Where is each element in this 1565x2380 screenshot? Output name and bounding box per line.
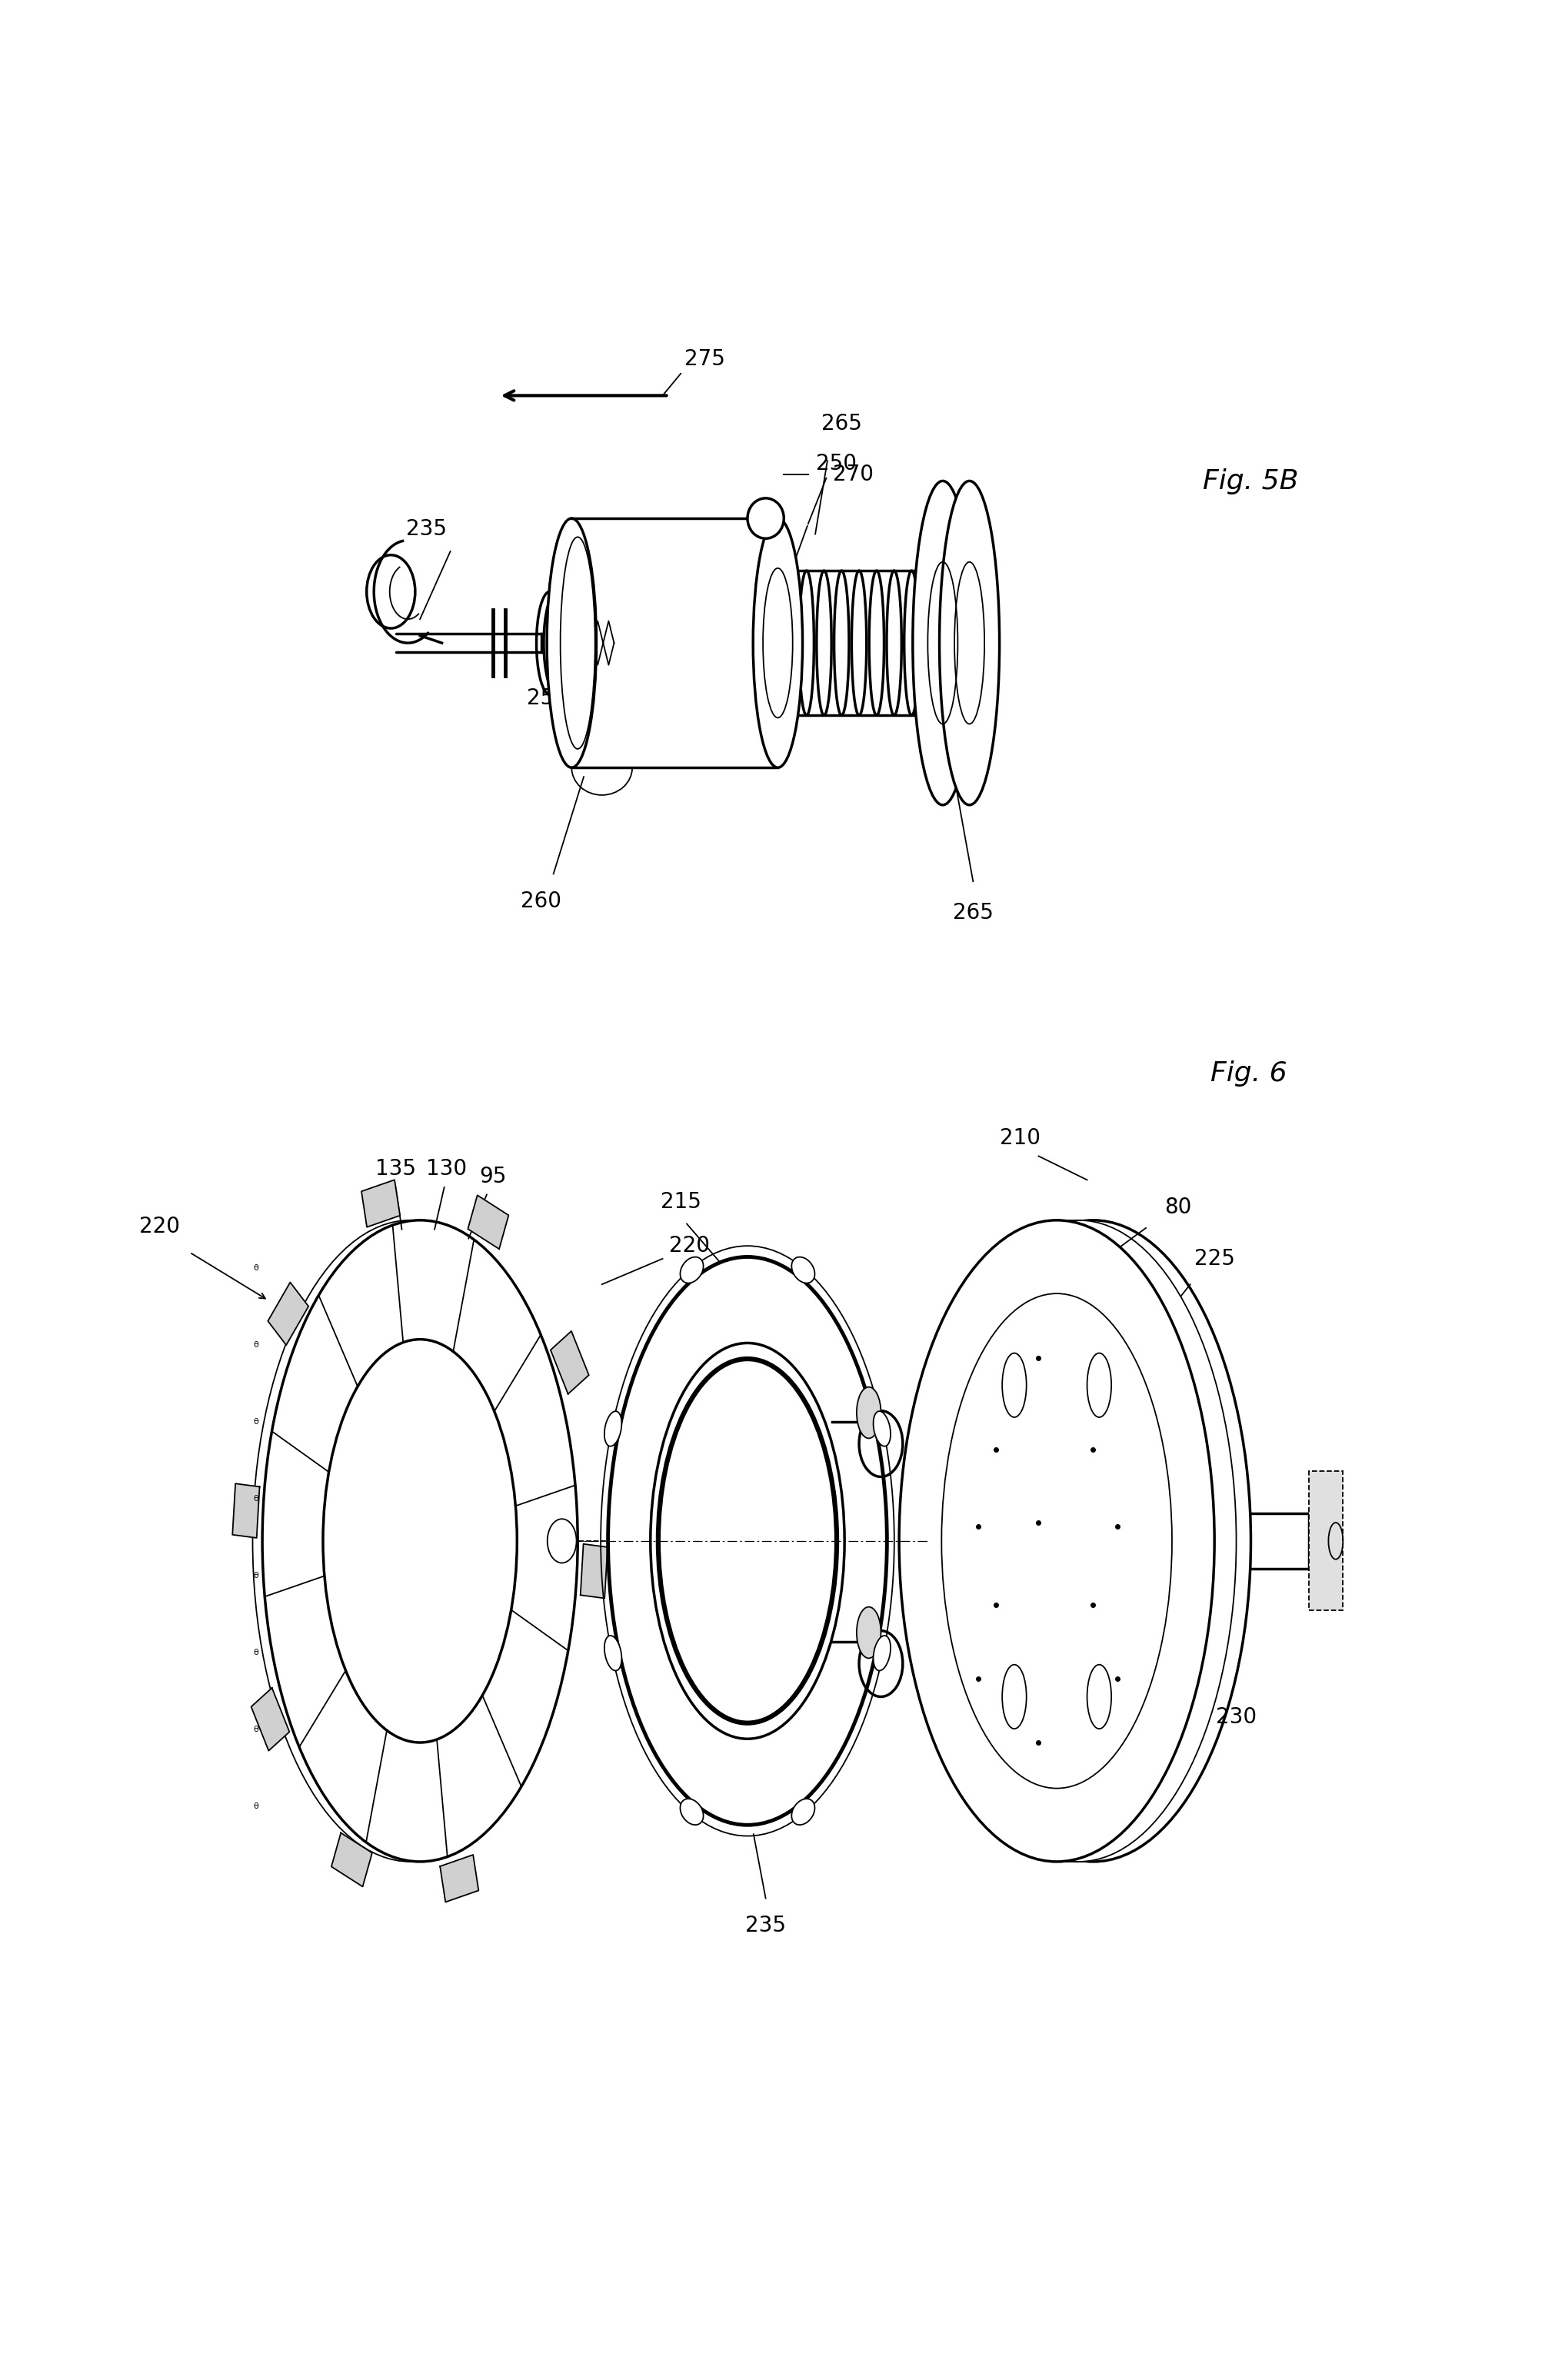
Bar (1308, 1471, 1343, 1611)
Text: 130: 130 (426, 1159, 466, 1180)
Ellipse shape (537, 593, 563, 695)
Ellipse shape (681, 1799, 703, 1825)
Circle shape (548, 1518, 576, 1564)
Ellipse shape (873, 1635, 890, 1671)
Ellipse shape (856, 1388, 881, 1438)
Ellipse shape (936, 1221, 1250, 1861)
Text: 270: 270 (833, 464, 873, 486)
Text: 260: 260 (521, 890, 562, 912)
Text: 230: 230 (1216, 1706, 1257, 1728)
Text: θ: θ (254, 1571, 258, 1580)
Ellipse shape (1088, 1354, 1111, 1416)
Text: 265: 265 (822, 414, 862, 436)
Ellipse shape (546, 519, 596, 769)
Text: θ: θ (254, 1340, 258, 1349)
Text: θ: θ (254, 1802, 258, 1811)
Circle shape (366, 555, 415, 628)
Ellipse shape (1088, 1664, 1111, 1728)
Text: 220: 220 (668, 1235, 709, 1257)
Polygon shape (362, 1180, 401, 1228)
Text: θ: θ (254, 1649, 258, 1656)
Polygon shape (332, 1833, 372, 1887)
Ellipse shape (604, 1635, 621, 1671)
Text: 220: 220 (139, 1216, 180, 1238)
Ellipse shape (873, 1411, 890, 1447)
Text: Fig. 6: Fig. 6 (1210, 1061, 1286, 1088)
Polygon shape (581, 1545, 607, 1599)
Ellipse shape (1002, 1664, 1027, 1728)
Text: θ: θ (254, 1264, 258, 1271)
Text: 95: 95 (479, 1166, 507, 1188)
Ellipse shape (748, 497, 784, 538)
Ellipse shape (753, 519, 803, 769)
Polygon shape (468, 1195, 509, 1250)
Text: 210: 210 (1000, 1128, 1041, 1150)
Text: θ: θ (254, 1726, 258, 1733)
Text: 135: 135 (376, 1159, 416, 1180)
Text: 22: 22 (779, 1292, 808, 1314)
Ellipse shape (322, 1340, 516, 1742)
Text: 80: 80 (1164, 1197, 1191, 1219)
Ellipse shape (912, 481, 973, 804)
Polygon shape (551, 1330, 588, 1395)
Text: 55: 55 (977, 1495, 1003, 1516)
Text: 265: 265 (953, 902, 994, 923)
Ellipse shape (543, 593, 570, 695)
Text: 225: 225 (1194, 1247, 1235, 1269)
Ellipse shape (856, 1606, 881, 1659)
Polygon shape (233, 1483, 260, 1537)
Ellipse shape (604, 1411, 621, 1447)
Text: θ: θ (254, 1418, 258, 1426)
Ellipse shape (920, 1221, 1236, 1861)
Polygon shape (440, 1854, 479, 1902)
Text: 235: 235 (745, 1916, 786, 1937)
Text: 215: 215 (660, 1190, 701, 1214)
Ellipse shape (939, 481, 1000, 804)
Text: 255: 255 (527, 688, 568, 709)
Text: 235: 235 (405, 519, 446, 540)
Ellipse shape (898, 1221, 1214, 1861)
Text: Fig. 5B: Fig. 5B (1203, 469, 1299, 495)
Polygon shape (250, 1687, 290, 1752)
Ellipse shape (1002, 1354, 1027, 1416)
Text: θ: θ (254, 1495, 258, 1502)
Text: 250: 250 (815, 452, 856, 474)
Text: 275: 275 (685, 347, 725, 369)
Ellipse shape (792, 1799, 815, 1825)
Ellipse shape (651, 1342, 845, 1740)
Ellipse shape (263, 1221, 577, 1861)
Ellipse shape (792, 1257, 815, 1283)
Ellipse shape (607, 1257, 887, 1825)
Ellipse shape (681, 1257, 703, 1283)
Polygon shape (268, 1283, 308, 1345)
